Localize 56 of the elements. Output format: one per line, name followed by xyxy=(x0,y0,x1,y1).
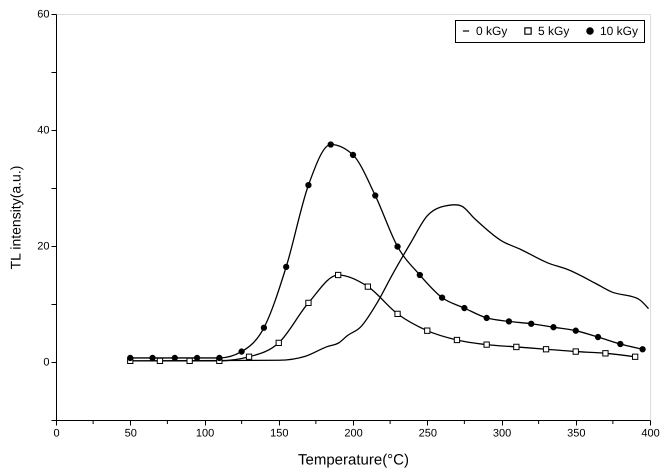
point xyxy=(484,314,490,322)
point xyxy=(572,348,579,355)
point xyxy=(350,152,356,158)
point xyxy=(260,324,268,331)
x-tick-label: 200 xyxy=(344,428,363,440)
legend-label: 5 kGy xyxy=(538,24,570,38)
y-axis-title: TL intensity(a.u.) xyxy=(7,166,24,270)
y-tick-label: 60 xyxy=(37,8,50,20)
point xyxy=(542,346,550,352)
point xyxy=(639,346,646,352)
point xyxy=(528,320,534,327)
point xyxy=(276,340,282,346)
point xyxy=(156,358,164,364)
point xyxy=(594,334,602,340)
point xyxy=(127,354,134,362)
point xyxy=(424,328,430,334)
point xyxy=(238,348,245,355)
point xyxy=(172,354,178,362)
x-tick-label: 50 xyxy=(124,428,137,440)
point xyxy=(305,300,312,306)
legend-label: 10 kGy xyxy=(600,24,638,38)
point xyxy=(632,354,638,360)
legend-label: 0 kGy xyxy=(476,24,508,38)
point xyxy=(394,310,401,318)
point xyxy=(438,294,446,301)
point xyxy=(246,354,252,360)
x-tick-label: 300 xyxy=(492,428,512,440)
point xyxy=(454,336,460,344)
point xyxy=(461,304,468,312)
point xyxy=(149,354,156,362)
point xyxy=(550,324,557,330)
point xyxy=(216,354,222,362)
point xyxy=(394,243,401,250)
point xyxy=(602,350,609,356)
point xyxy=(484,341,490,348)
x-tick-label: 350 xyxy=(567,428,586,440)
point xyxy=(416,272,423,278)
x-tick-label: 250 xyxy=(418,428,437,440)
point xyxy=(513,344,520,350)
x-tick-label: 400 xyxy=(641,428,660,440)
y-tick-label: 20 xyxy=(37,240,50,252)
point xyxy=(572,328,579,334)
point xyxy=(335,272,342,278)
point xyxy=(283,264,290,270)
point xyxy=(305,182,312,188)
x-tick-label: 100 xyxy=(196,428,214,440)
point xyxy=(617,340,624,348)
y-tick-label: 40 xyxy=(37,124,50,136)
point xyxy=(328,141,334,148)
x-axis-title: Temperature(°C) xyxy=(298,452,410,468)
x-tick-label: 150 xyxy=(270,428,288,440)
point xyxy=(506,318,512,325)
y-tick-label: 0 xyxy=(43,356,50,368)
point xyxy=(364,283,371,290)
point xyxy=(372,192,378,199)
x-tick-label: 0 xyxy=(53,428,60,440)
